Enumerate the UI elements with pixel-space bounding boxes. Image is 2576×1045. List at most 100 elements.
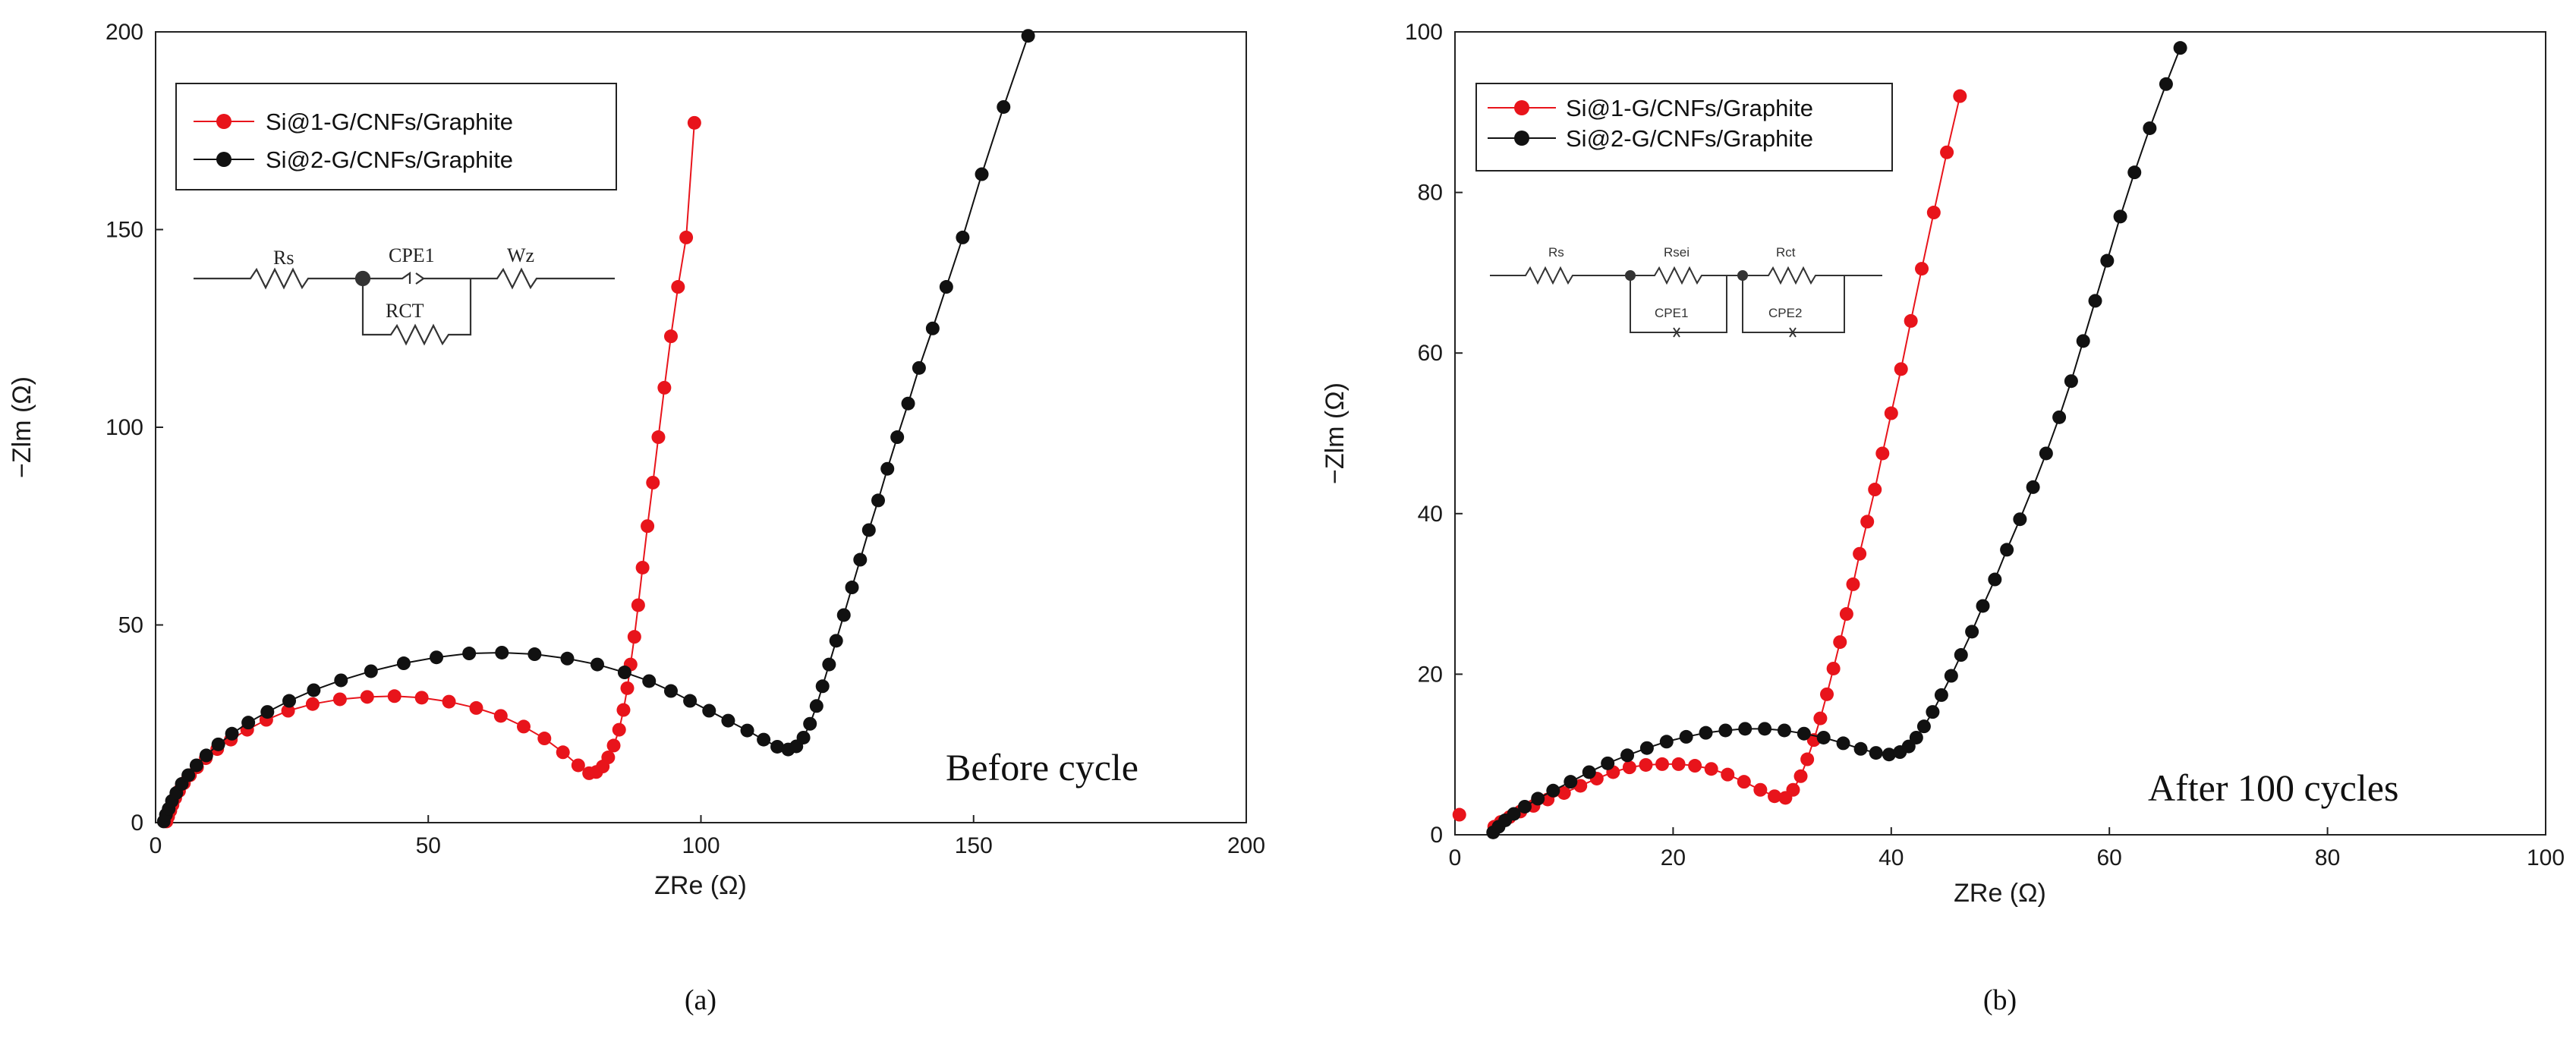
legend-label-series-2-b: Si@2-G/CNFs/Graphite [1566,125,1813,152]
data-point-series-1 [281,703,295,718]
data-point-series-1 [1793,769,1808,783]
y-tick-label: 60 [1418,341,1443,366]
data-point-series-2 [1679,729,1693,744]
data-point-series-2 [462,647,477,661]
x-axis-label-b: ZRe (Ω) [1954,879,2046,908]
data-point-series-2 [2127,165,2142,180]
circuit-label-cpe1-a: CPE1 [389,244,435,266]
data-point-series-2 [590,657,604,672]
data-point-series-2 [1901,739,1916,754]
data-point-series-1 [646,475,660,489]
data-point-series-2 [2088,294,2102,308]
resistor-rct-a [361,279,472,346]
data-point-series-2 [721,713,735,728]
panel-a: 0 50 100 150 200 0 50 100 150 200 Si@1-G/CNFs/Gra… [8,20,1265,1016]
data-point-series-1 [1868,483,1882,497]
data-point-series-2 [1659,735,1674,749]
resistor-rct-b [1747,266,1882,285]
y-tick-label: 200 [105,20,143,45]
data-point-series-2 [1988,572,2002,587]
data-point-series-2 [189,758,203,773]
data-point-series-2 [809,699,824,713]
legend-marker-black-b [1514,131,1529,146]
data-point-series-2 [1869,746,1883,760]
legend-a: Si@1-G/CNFs/Graphite Si@2-G/CNFs/Graphit… [175,83,617,190]
data-point-series-2 [307,683,321,697]
data-point-series-2 [861,523,876,537]
data-point-series-1 [1915,262,1929,276]
data-point-series-1 [1452,807,1466,822]
axis-ticks-a: 0 50 100 150 200 0 50 100 150 200 [105,20,1265,858]
data-point-series-1 [1826,661,1841,675]
data-point-series-2 [199,748,213,763]
data-point-series-1 [1833,635,1847,650]
series-line-1 [1494,96,1961,828]
data-point-series-2 [1021,29,1035,43]
data-point-series-1 [1904,313,1918,328]
circuit-label-rs-b: Rs [1548,245,1564,260]
circuit-label-wz-a: Wz [507,244,534,266]
legend-marker-red-a [216,114,231,129]
data-point-series-2 [956,230,970,244]
data-point-series-2 [815,679,830,694]
equivalent-circuit-b [1490,266,1882,338]
data-point-series-2 [975,167,989,181]
data-point-series-2 [495,645,509,659]
y-tick-label: 100 [1405,20,1443,45]
data-point-series-2 [2013,512,2027,527]
y-tick-label: 150 [105,218,143,243]
data-point-series-2 [1836,736,1850,751]
panel-b: 0 20 40 60 80 100 0 20 40 60 80 100 Si@1-G/CNFs/Gra… [1321,20,2565,1016]
data-point-series-2 [2159,77,2173,91]
data-point-series-1 [516,719,531,734]
data-point-series-2 [1507,807,1521,821]
data-point-series-2 [1718,723,1733,738]
data-point-series-1 [679,230,694,244]
data-point-series-1 [469,700,483,715]
legend-label-series-2-a: Si@2-G/CNFs/Graphite [266,146,513,173]
equivalent-circuit-a [194,267,615,346]
data-point-series-2 [829,634,843,648]
data-point-series-2 [890,430,905,445]
data-point-series-1 [332,692,347,707]
legend-label-series-1-a: Si@1-G/CNFs/Graphite [266,109,513,135]
data-point-series-2 [1639,741,1654,755]
data-point-series-1 [620,681,635,695]
data-point-series-2 [1546,783,1560,798]
data-point-series-2 [225,726,239,741]
data-point-series-2 [1976,599,1990,613]
data-point-series-2 [2052,410,2067,424]
data-point-series-1 [687,115,701,130]
data-point-series-2 [211,737,225,751]
x-tick-label: 60 [2097,845,2122,870]
data-point-series-2 [2100,253,2115,268]
data-point-series-2 [181,768,196,782]
cpe2-branch-b [1742,275,1845,333]
data-point-series-2 [1916,719,1931,734]
data-point-series-1 [1875,446,1890,461]
data-point-series-1 [1860,515,1875,529]
data-point-series-1 [657,380,672,395]
data-point-series-2 [2064,374,2078,389]
data-point-series-2 [845,581,859,595]
data-point-series-2 [1582,765,1596,779]
data-point-series-2 [1934,688,1948,702]
x-axis-label-a: ZRe (Ω) [654,871,747,900]
data-point-series-2 [1564,775,1578,789]
y-tick-label: 0 [1430,823,1443,848]
data-point-series-2 [241,716,256,730]
data-point-series-2 [1531,792,1545,806]
x-tick-label: 100 [2527,845,2565,870]
data-point-series-2 [617,666,631,680]
circuit-label-cpe2-b: CPE2 [1768,306,1802,320]
data-point-series-1 [606,738,621,753]
data-point-series-1 [442,694,456,709]
data-point-series-1 [1655,757,1670,771]
data-point-series-1 [631,598,645,612]
data-point-series-1 [627,630,641,644]
data-point-series-1 [1884,406,1898,420]
data-point-series-1 [1839,607,1853,622]
data-point-series-1 [663,329,678,344]
y-tick-label: 100 [105,415,143,440]
panel-caption-a: (a) [685,984,716,1016]
